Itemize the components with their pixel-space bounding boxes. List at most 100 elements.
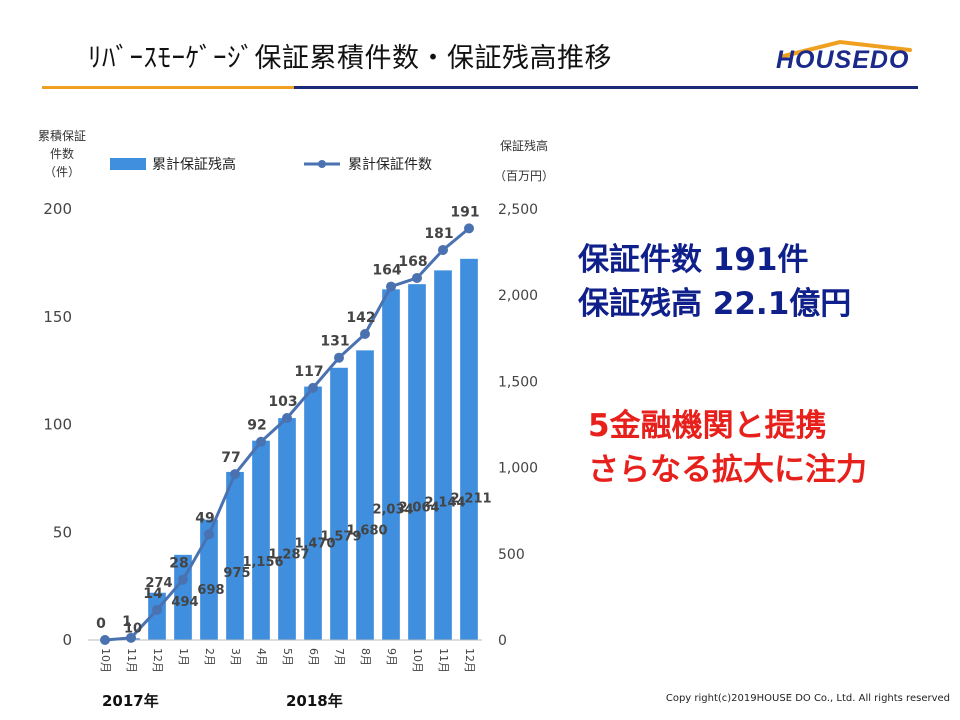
category-label: 5月 bbox=[281, 648, 294, 666]
left-tick-label: 200 bbox=[43, 200, 72, 218]
line-data-label: 92 bbox=[247, 418, 266, 434]
left-tick-label: 0 bbox=[62, 631, 72, 649]
page-title: ﾘﾊﾞｰｽﾓｰｹﾞｰｼﾞ保証累積件数・保証残高推移 bbox=[88, 43, 612, 74]
right-tick-label: 2,500 bbox=[498, 202, 538, 218]
category-label: 2月 bbox=[203, 648, 216, 666]
bar-data-label: 1,156 bbox=[242, 555, 283, 570]
category-label: 10月 bbox=[99, 648, 112, 673]
right-tick-label: 1,000 bbox=[498, 461, 538, 477]
chart-legend: 累計保証残高 累計保証件数 bbox=[110, 156, 432, 173]
bar bbox=[226, 471, 244, 640]
x-axis-category-labels: 10月 11月 12月 1月 2月 3月 4月 5月 6月 7月 8月 9月 10月 11月 12月 bbox=[99, 648, 476, 673]
callout-expansion: さらなる拡大に注力 bbox=[588, 452, 867, 488]
category-label: 12月 bbox=[151, 648, 164, 673]
line-data-label: 1 bbox=[122, 614, 132, 630]
category-label: 8月 bbox=[359, 648, 372, 666]
title-underline-navy bbox=[294, 86, 918, 89]
left-axis-label-line: 累積保証 bbox=[38, 128, 86, 143]
right-axis-label: 保証残高 （百万円） bbox=[494, 138, 554, 183]
bar bbox=[200, 519, 218, 640]
callout-guarantee-count: 保証件数 191件 bbox=[578, 242, 809, 278]
bar bbox=[356, 350, 374, 640]
bar bbox=[408, 284, 426, 640]
bar bbox=[174, 554, 192, 640]
category-label: 12月 bbox=[463, 648, 476, 673]
line-data-label: 191 bbox=[450, 204, 479, 220]
line-data-label: 131 bbox=[320, 334, 349, 350]
left-axis-label-line: 件数 bbox=[50, 146, 74, 161]
bar-data-label: 1,680 bbox=[346, 524, 387, 539]
line-data-label: 181 bbox=[424, 226, 453, 242]
category-label: 11月 bbox=[437, 648, 450, 673]
bar-data-label: 1,470 bbox=[294, 536, 335, 551]
line-point bbox=[204, 529, 214, 540]
category-label: 7月 bbox=[333, 648, 346, 666]
logo-roof-icon bbox=[782, 39, 912, 58]
callout-partner-count: 5金融機関と提携 bbox=[588, 408, 827, 444]
left-axis-label-line: （件） bbox=[44, 165, 80, 179]
legend-line-marker bbox=[318, 160, 326, 168]
bar bbox=[460, 258, 478, 640]
line-data-label: 49 bbox=[195, 510, 214, 526]
logo-text: HOUSEDO bbox=[776, 46, 910, 74]
right-tick-label: 0 bbox=[498, 633, 507, 649]
line-point bbox=[464, 223, 474, 234]
line-point bbox=[438, 244, 448, 255]
line-data-label: 142 bbox=[346, 310, 375, 326]
copyright-notice: Copy right(c)2019HOUSE DO Co., Ltd. All … bbox=[665, 693, 950, 704]
bar-data-label: 2,064 bbox=[398, 500, 439, 515]
legend-bar-label: 累計保証残高 bbox=[152, 156, 236, 173]
category-label: 9月 bbox=[385, 648, 398, 666]
line-point bbox=[282, 413, 292, 424]
bar bbox=[382, 289, 400, 640]
left-axis-ticks: 200 150 100 50 0 bbox=[43, 200, 72, 649]
bar-data-label: 2,211 bbox=[450, 492, 491, 507]
category-label: 1月 bbox=[177, 648, 190, 666]
line-data-label: 28 bbox=[169, 556, 188, 572]
left-tick-label: 100 bbox=[43, 416, 72, 434]
year-label-2018: 2018年 bbox=[286, 692, 343, 710]
line-point bbox=[386, 281, 396, 292]
bar bbox=[304, 386, 322, 640]
bar-data-label: 274 bbox=[145, 576, 172, 591]
bar-data-label: 10 bbox=[124, 621, 142, 636]
line-data-label: 103 bbox=[268, 394, 297, 410]
category-label: 11月 bbox=[125, 648, 138, 673]
bar bbox=[330, 367, 348, 640]
bar-data-label: 1,287 bbox=[268, 547, 309, 562]
line-point bbox=[308, 382, 318, 393]
right-tick-label: 500 bbox=[498, 547, 525, 563]
callout-summary: 保証件数 191件 保証残高 22.1億円 bbox=[578, 238, 851, 326]
bar-data-label: 2,034 bbox=[372, 502, 413, 517]
bar-series bbox=[122, 258, 478, 640]
line-point bbox=[126, 632, 136, 643]
right-tick-label: 1,500 bbox=[498, 374, 538, 390]
line-point bbox=[152, 604, 162, 615]
bar-data-label: 975 bbox=[223, 566, 250, 581]
line-point bbox=[412, 272, 422, 283]
line-point bbox=[100, 635, 110, 645]
line-data-label: 168 bbox=[398, 254, 427, 270]
category-label: 10月 bbox=[411, 648, 424, 673]
category-label: 6月 bbox=[307, 648, 320, 666]
combo-chart: 累積保証 件数 （件） 保証残高 （百万円） 累計保証残高 累計保証件数 200 150 1… bbox=[0, 110, 560, 720]
category-label: 4月 bbox=[255, 648, 268, 666]
line-series bbox=[100, 223, 474, 645]
bar bbox=[278, 418, 296, 640]
line-data-label: 14 bbox=[143, 586, 163, 602]
bar-data-label: 2,144 bbox=[424, 496, 465, 511]
callout-partners: 5金融機関と提携 さらなる拡大に注力 bbox=[588, 404, 867, 492]
callout-guarantee-balance: 保証残高 22.1億円 bbox=[578, 286, 852, 322]
right-axis-ticks: 2,500 2,000 1,500 1,000 500 0 bbox=[498, 202, 538, 649]
legend-line-label: 累計保証件数 bbox=[348, 157, 432, 173]
category-label: 3月 bbox=[229, 648, 242, 666]
legend-bar-swatch bbox=[110, 158, 146, 170]
line-point bbox=[178, 574, 188, 585]
bar bbox=[252, 440, 270, 640]
right-axis-label-line: 保証残高 bbox=[500, 138, 548, 153]
right-tick-label: 2,000 bbox=[498, 288, 538, 304]
